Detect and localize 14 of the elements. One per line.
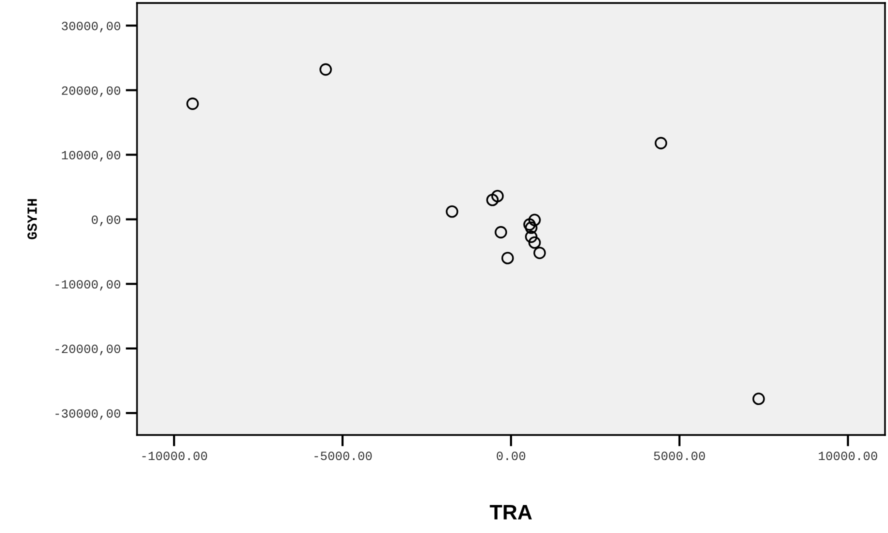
- y-tick-label: 20000,00: [62, 86, 120, 97]
- x-tick-label: 10000.00: [818, 452, 878, 460]
- y-tick-label: 0,00: [92, 215, 120, 226]
- y-tick-label: -30000,00: [56, 409, 120, 420]
- y-axis-title: GSYIH: [27, 199, 37, 240]
- x-axis-title: TRA: [490, 505, 532, 520]
- y-tick-label: 10000,00: [62, 150, 120, 162]
- y-tick-label: 30000,00: [62, 22, 120, 32]
- x-tick-label: -5000.00: [314, 452, 372, 460]
- x-tick-label: -10000.00: [142, 452, 208, 460]
- x-tick-label: 0.00: [496, 452, 526, 460]
- x-tick-label: 5000.00: [654, 452, 705, 460]
- y-tick-label: -20000,00: [56, 344, 120, 356]
- y-tick-label: -10000,00: [56, 280, 120, 291]
